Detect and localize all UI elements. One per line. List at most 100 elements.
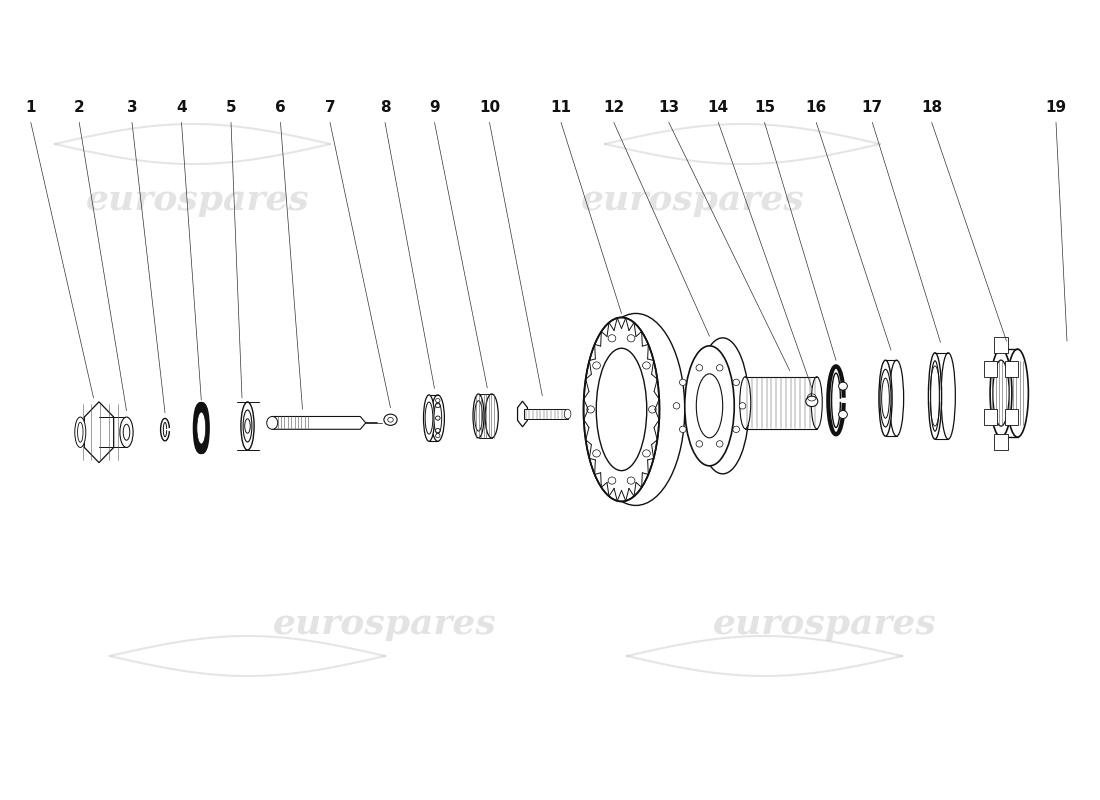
Ellipse shape xyxy=(739,377,750,429)
Ellipse shape xyxy=(75,417,86,447)
Ellipse shape xyxy=(879,360,892,436)
Ellipse shape xyxy=(596,348,647,470)
Text: 11: 11 xyxy=(550,101,572,115)
Ellipse shape xyxy=(431,395,444,442)
Ellipse shape xyxy=(684,346,735,466)
Ellipse shape xyxy=(642,362,650,369)
Text: 7: 7 xyxy=(324,101,336,115)
Bar xyxy=(984,361,998,377)
Text: 2: 2 xyxy=(74,101,85,115)
Text: 16: 16 xyxy=(805,101,827,115)
Ellipse shape xyxy=(241,402,254,450)
Ellipse shape xyxy=(266,417,277,430)
Ellipse shape xyxy=(882,378,889,418)
Text: 19: 19 xyxy=(1045,101,1067,115)
Ellipse shape xyxy=(608,477,616,484)
Text: 8: 8 xyxy=(379,101,390,115)
Ellipse shape xyxy=(436,429,440,433)
Ellipse shape xyxy=(593,362,601,369)
Ellipse shape xyxy=(244,418,251,434)
Ellipse shape xyxy=(733,426,739,433)
Ellipse shape xyxy=(696,441,703,447)
Polygon shape xyxy=(272,417,365,430)
Text: 4: 4 xyxy=(176,101,187,115)
Text: 18: 18 xyxy=(921,101,943,115)
Ellipse shape xyxy=(436,404,440,408)
Ellipse shape xyxy=(586,406,594,413)
Ellipse shape xyxy=(197,412,206,444)
Ellipse shape xyxy=(433,402,442,434)
Ellipse shape xyxy=(716,441,723,447)
Text: 17: 17 xyxy=(861,101,883,115)
Text: eurospares: eurospares xyxy=(713,607,937,641)
Ellipse shape xyxy=(811,377,823,429)
Ellipse shape xyxy=(436,404,440,408)
Ellipse shape xyxy=(880,370,891,427)
Ellipse shape xyxy=(733,379,739,386)
Ellipse shape xyxy=(673,402,680,409)
Ellipse shape xyxy=(838,410,847,418)
Ellipse shape xyxy=(696,374,723,438)
Ellipse shape xyxy=(436,416,440,420)
Ellipse shape xyxy=(627,477,635,484)
Text: 12: 12 xyxy=(603,101,625,115)
Text: eurospares: eurospares xyxy=(86,183,310,217)
Ellipse shape xyxy=(805,396,817,406)
Bar xyxy=(994,337,1008,353)
Ellipse shape xyxy=(890,360,904,436)
Ellipse shape xyxy=(436,416,440,420)
Text: 13: 13 xyxy=(658,101,680,115)
Ellipse shape xyxy=(608,334,616,342)
Ellipse shape xyxy=(564,409,571,418)
Ellipse shape xyxy=(838,382,847,390)
Ellipse shape xyxy=(739,402,746,409)
Ellipse shape xyxy=(649,406,657,413)
Ellipse shape xyxy=(475,401,482,431)
Text: 9: 9 xyxy=(429,101,440,115)
Polygon shape xyxy=(85,402,113,462)
Bar xyxy=(994,434,1008,450)
Text: 15: 15 xyxy=(754,101,776,115)
Text: 5: 5 xyxy=(226,101,236,115)
Ellipse shape xyxy=(473,394,484,438)
Ellipse shape xyxy=(642,450,650,457)
Ellipse shape xyxy=(123,424,130,440)
Ellipse shape xyxy=(627,334,635,342)
Ellipse shape xyxy=(928,353,942,439)
Ellipse shape xyxy=(593,450,601,457)
Text: 10: 10 xyxy=(478,101,500,115)
Ellipse shape xyxy=(436,434,440,438)
Bar xyxy=(984,410,998,426)
Ellipse shape xyxy=(77,422,84,442)
Ellipse shape xyxy=(120,417,133,447)
Bar xyxy=(524,409,568,418)
Ellipse shape xyxy=(243,410,252,442)
Text: eurospares: eurospares xyxy=(273,607,497,641)
Ellipse shape xyxy=(680,426,686,433)
Text: eurospares: eurospares xyxy=(581,183,805,217)
Ellipse shape xyxy=(436,398,440,402)
Ellipse shape xyxy=(1006,349,1028,437)
Ellipse shape xyxy=(425,402,433,434)
Text: 14: 14 xyxy=(707,101,729,115)
Text: 3: 3 xyxy=(126,101,138,115)
Ellipse shape xyxy=(384,414,397,426)
Ellipse shape xyxy=(485,394,498,438)
Ellipse shape xyxy=(931,361,939,431)
Ellipse shape xyxy=(716,365,723,371)
Text: 1: 1 xyxy=(25,101,36,115)
Ellipse shape xyxy=(586,314,684,506)
Ellipse shape xyxy=(993,360,1009,426)
Text: 6: 6 xyxy=(275,101,286,115)
Ellipse shape xyxy=(990,349,1012,437)
Ellipse shape xyxy=(696,365,703,371)
Ellipse shape xyxy=(387,418,394,422)
Ellipse shape xyxy=(940,353,955,439)
Bar xyxy=(1004,361,1018,377)
Ellipse shape xyxy=(583,318,659,502)
Ellipse shape xyxy=(680,379,686,386)
Polygon shape xyxy=(517,401,528,426)
Bar xyxy=(1004,410,1018,426)
Ellipse shape xyxy=(696,338,749,474)
Ellipse shape xyxy=(436,429,440,433)
